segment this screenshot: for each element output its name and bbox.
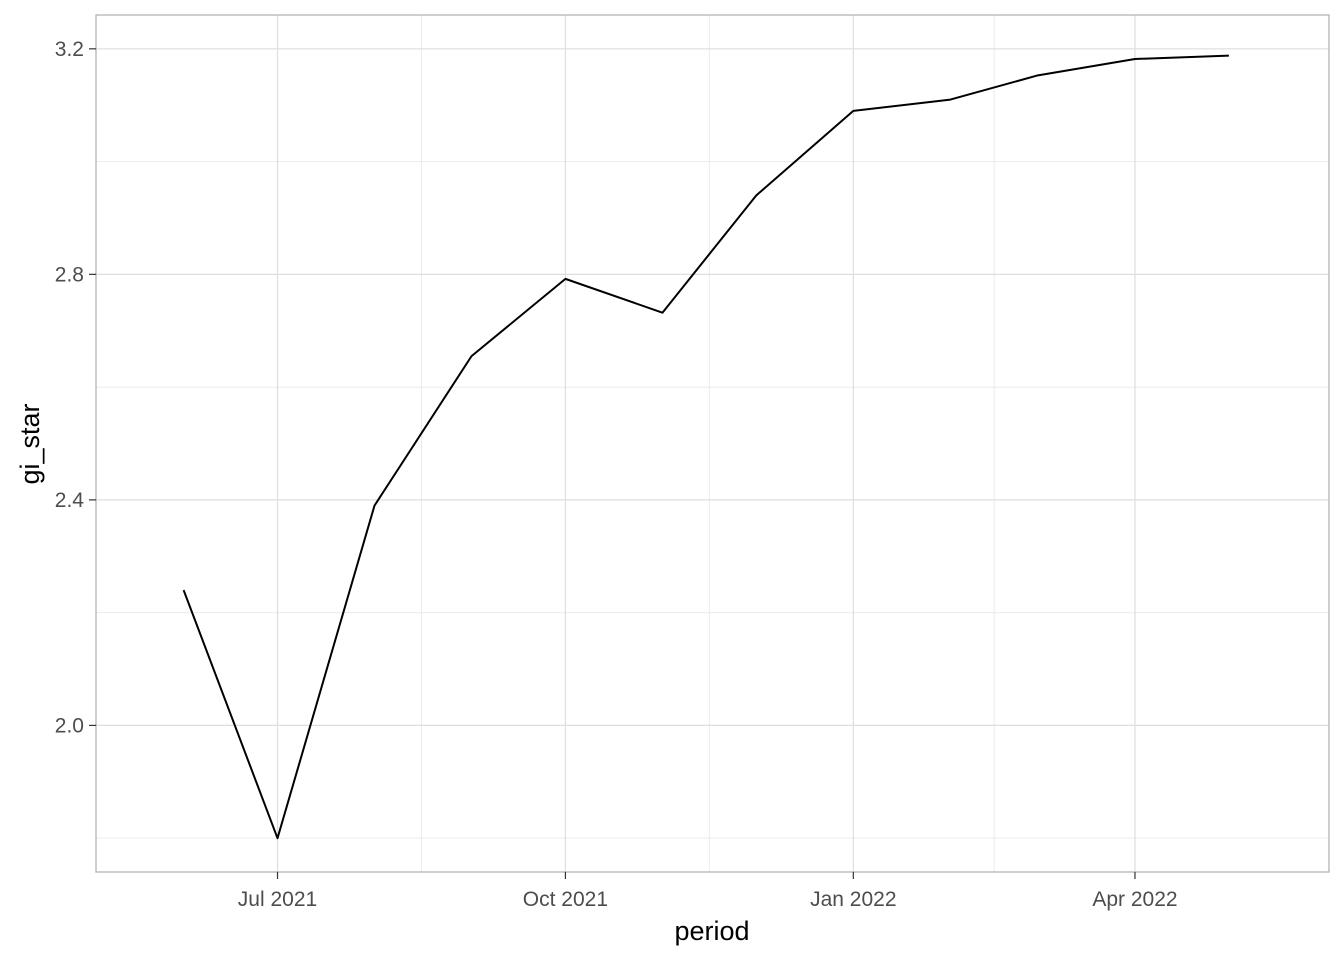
x-tick-labels: Jul 2021 Oct 2021 Jan 2022 Apr 2022 <box>238 888 1178 911</box>
y-tick-labels: 2.0 2.4 2.8 3.2 <box>55 38 85 738</box>
x-tick-label: Apr 2022 <box>1092 888 1177 911</box>
major-gridlines <box>96 15 1329 872</box>
series-line <box>182 54 1229 840</box>
minor-gridlines <box>96 15 1329 872</box>
y-axis-title: gi_star <box>15 403 45 484</box>
axis-ticks <box>89 48 1136 879</box>
plot-panel <box>96 15 1329 872</box>
y-tick-label: 2.0 <box>55 714 84 737</box>
x-axis-title: period <box>674 916 749 946</box>
series-group <box>182 54 1229 840</box>
x-tick-label: Oct 2021 <box>523 888 608 911</box>
y-tick-label: 3.2 <box>55 38 84 61</box>
x-tick-label: Jul 2021 <box>238 888 317 911</box>
x-tick-label: Jan 2022 <box>810 888 896 911</box>
y-tick-label: 2.4 <box>55 489 85 512</box>
plot-border <box>95 14 1330 873</box>
y-tick-label: 2.8 <box>55 263 84 286</box>
